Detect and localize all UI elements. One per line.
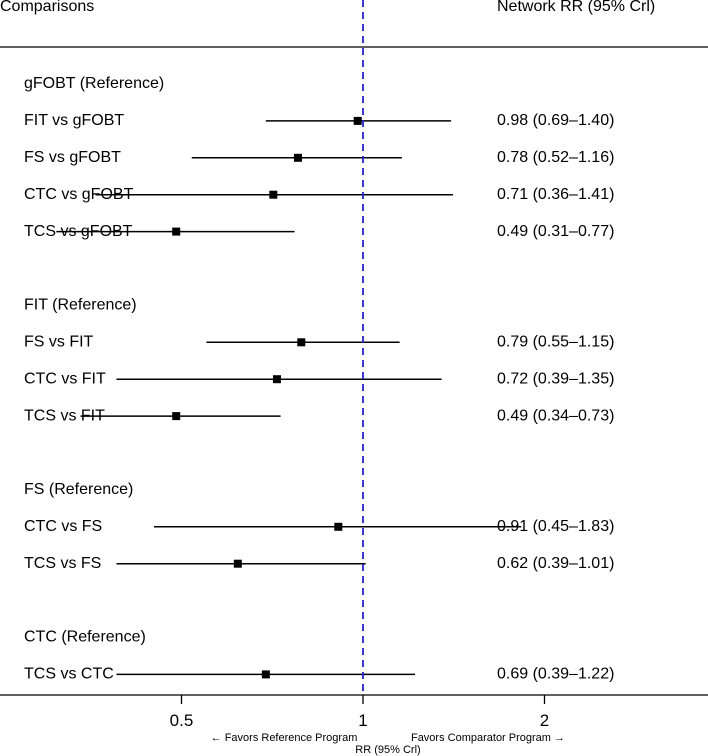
rr-value-0-1: 0.78 (0.52–1.16) xyxy=(497,149,614,166)
point-estimate-0-1 xyxy=(293,153,302,162)
rr-value-0-3: 0.49 (0.31–0.77) xyxy=(497,223,614,240)
comparison-label-0-1: FS vs gFOBT xyxy=(24,149,121,166)
tick-label-0: 0.5 xyxy=(170,711,194,730)
favors-reference-label: ← Favors Reference Program xyxy=(211,732,358,744)
group-header-1: FIT (Reference) xyxy=(24,297,137,314)
point-estimate-1-2 xyxy=(172,412,181,421)
rr-value-0-0: 0.98 (0.69–1.40) xyxy=(497,112,614,129)
favors-comparator-label: Favors Comparator Program → xyxy=(411,732,565,744)
header-network-rr: Network RR (95% Crl) xyxy=(497,0,655,15)
tick-label-2: 2 xyxy=(540,711,549,730)
rr-value-3-0: 0.69 (0.39–1.22) xyxy=(497,666,614,683)
point-estimate-0-2 xyxy=(269,190,278,199)
comparison-label-3-0: TCS vs CTC xyxy=(24,666,114,683)
forest-rows: gFOBT (Reference) FIT vs gFOBT 0.98 (0.69–… xyxy=(24,75,614,682)
point-estimate-2-1 xyxy=(233,559,242,568)
rr-value-0-2: 0.71 (0.36–1.41) xyxy=(497,186,614,203)
point-estimate-0-0 xyxy=(353,116,362,125)
point-estimate-1-1 xyxy=(272,375,281,384)
x-axis-label: RR (95% Crl) xyxy=(355,744,420,756)
comparison-label-2-0: CTC vs FS xyxy=(24,518,102,535)
group-header-2: FS (Reference) xyxy=(24,481,133,498)
point-estimate-3-0 xyxy=(261,670,270,679)
comparison-label-2-1: TCS vs FS xyxy=(24,555,101,572)
point-estimate-1-0 xyxy=(297,338,306,347)
group-header-0: gFOBT (Reference) xyxy=(24,75,164,92)
rr-value-1-2: 0.49 (0.34–0.73) xyxy=(497,407,614,424)
comparison-label-1-2: TCS vs FIT xyxy=(24,407,105,424)
rr-value-1-0: 0.79 (0.55–1.15) xyxy=(497,334,614,351)
point-estimate-0-3 xyxy=(172,227,181,236)
comparison-label-0-0: FIT vs gFOBT xyxy=(24,112,124,129)
comparison-label-1-0: FS vs FIT xyxy=(24,334,94,351)
rr-value-2-0: 0.91 (0.45–1.83) xyxy=(497,518,614,535)
group-header-3: CTC (Reference) xyxy=(24,629,146,646)
header-comparisons: Comparisons xyxy=(0,0,94,15)
tick-label-1: 1 xyxy=(358,711,367,730)
rr-value-2-1: 0.62 (0.39–1.01) xyxy=(497,555,614,572)
point-estimate-2-0 xyxy=(334,522,343,531)
comparison-label-1-1: CTC vs FIT xyxy=(24,370,106,387)
rr-value-1-1: 0.72 (0.39–1.35) xyxy=(497,370,614,387)
x-axis: 0.5 1 2 ← Favors Reference Program Favors Co… xyxy=(170,695,565,756)
comparison-label-0-2: CTC vs gFOBT xyxy=(24,186,134,203)
